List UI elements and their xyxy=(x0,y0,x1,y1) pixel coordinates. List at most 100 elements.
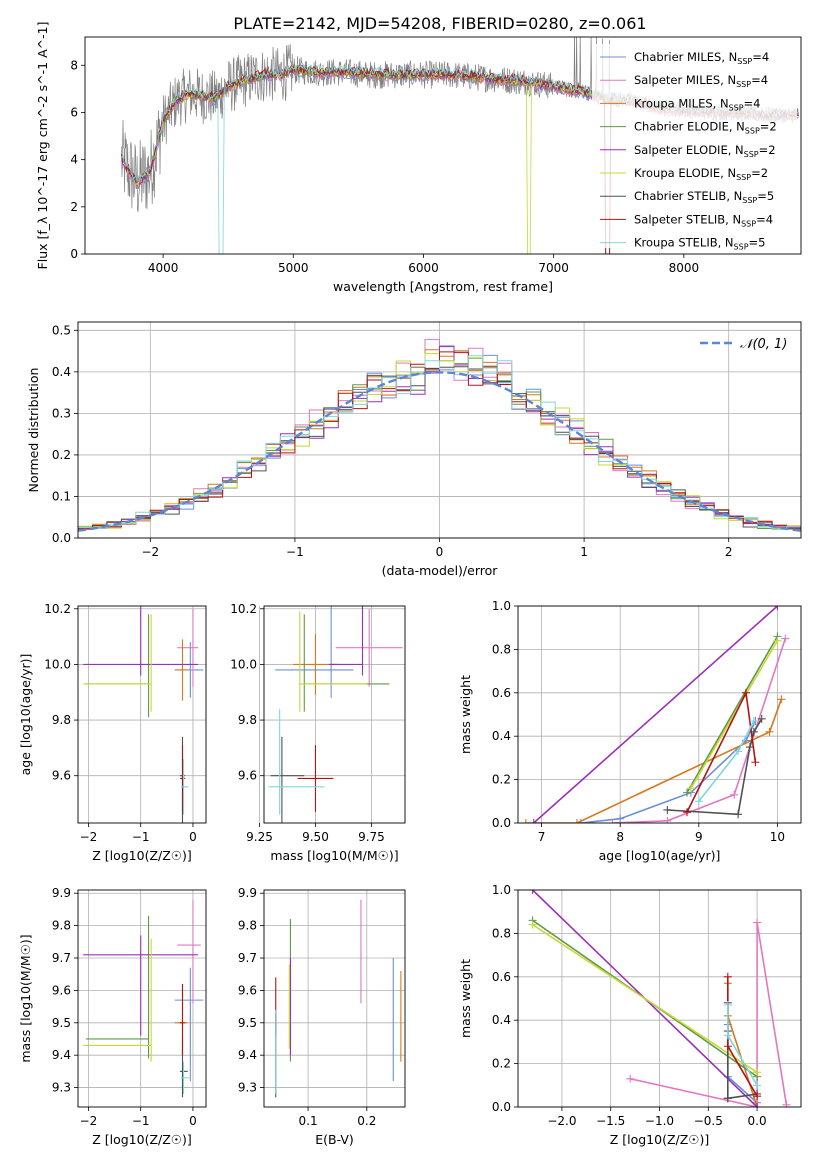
y-tick-label: 9.4 xyxy=(52,1048,71,1062)
mass-weight-marker xyxy=(528,920,537,929)
y-axis-label: Normed distribution xyxy=(26,368,41,493)
mass-weight-marker xyxy=(753,1081,762,1090)
axes-mass-vs-Z: −2 −1 0 9.3 9.4 9.5 9.6 9.7 9.8 9.9 Z [log10(Z/Z☉)… xyxy=(18,886,207,1147)
x-tick-label: −1.5 xyxy=(596,1114,625,1128)
y-tick-label: 10.0 xyxy=(230,657,257,671)
errorbar-point xyxy=(335,608,403,687)
errorbar-point xyxy=(299,611,367,712)
mass-weight-marker xyxy=(781,634,790,643)
errorbar-point xyxy=(275,606,354,698)
y-tick-label: 0.6 xyxy=(492,970,511,984)
figure-title: PLATE=2142, MJD=54208, FIBERID=0280, z=0… xyxy=(233,14,646,33)
legend-entry: Salpeter STELIB, NSSP=4 xyxy=(634,212,773,228)
y-tick-label: 1.0 xyxy=(492,599,511,613)
mass-weight-marker xyxy=(753,918,762,927)
y-tick-label: 0.5 xyxy=(52,323,71,337)
x-tick-label: 9 xyxy=(695,830,703,844)
mass-weight-marker xyxy=(663,816,672,823)
y-tick-label: 9.8 xyxy=(52,919,71,933)
errorbar-point xyxy=(174,967,204,1082)
mass-weight-marker xyxy=(757,714,766,723)
mass-weight-marker xyxy=(608,819,617,823)
plot-area-massweight-vs-age xyxy=(521,606,790,823)
x-axis-label: wavelength [Angstrom, rest frame] xyxy=(333,279,553,294)
mass-weight-marker xyxy=(723,1001,732,1010)
axes-mass-vs-EBV: 0.1 0.2 9.3 9.4 9.5 9.6 9.7 9.8 9.9 E(B-V) xyxy=(238,886,406,1147)
x-tick-label: 0 xyxy=(189,1114,197,1128)
mass-weight-marker xyxy=(773,606,782,610)
x-axis-label: age [log10(age/yr)] xyxy=(599,848,721,863)
y-tick-label: 9.5 xyxy=(52,1016,71,1030)
x-tick-label: 0 xyxy=(189,830,197,844)
y-tick-label: 9.3 xyxy=(238,1081,257,1095)
legend-box xyxy=(592,44,797,248)
x-tick-label: 8 xyxy=(616,830,624,844)
x-tick-label: −2 xyxy=(141,545,159,559)
x-tick-label: 0.0 xyxy=(748,1114,767,1128)
errorbar-point xyxy=(83,938,152,1062)
mass-weight-marker xyxy=(765,727,774,736)
y-axis-label: mass weight xyxy=(458,675,473,754)
errorbar-point xyxy=(180,1061,189,1095)
axes-frame xyxy=(517,605,802,824)
y-tick-label: 1.0 xyxy=(492,883,511,897)
mass-weight-marker xyxy=(723,1042,732,1051)
mass-weight-line-3 xyxy=(525,699,783,823)
x-tick-label: −1.0 xyxy=(645,1114,674,1128)
x-tick-label: 0.2 xyxy=(357,1114,376,1128)
residual-histogram-9 xyxy=(78,355,801,530)
mass-weight-marker xyxy=(753,1092,762,1101)
y-tick-label: 0.4 xyxy=(492,1013,511,1027)
plot-area-age-vs-mass xyxy=(268,606,403,823)
mass-weight-line-6 xyxy=(690,640,779,789)
y-tick-label: 4 xyxy=(70,153,78,167)
x-tick-label: 9.25 xyxy=(246,830,273,844)
legend-entry: Chabrier STELIB, NSSP=5 xyxy=(634,189,774,205)
axes-frame xyxy=(84,36,802,255)
mass-weight-marker xyxy=(730,790,739,799)
mass-weight-marker xyxy=(626,1074,635,1083)
mass-weight-marker xyxy=(751,758,760,767)
mass-weight-marker xyxy=(734,747,743,756)
x-axis-label: mass [log10(M/M☉)] xyxy=(270,848,398,863)
errorbar-point xyxy=(177,899,201,1004)
legend-entry: Chabrier MILES, NSSP=4 xyxy=(634,50,769,66)
errorbar-point xyxy=(268,708,325,815)
y-tick-label: 9.8 xyxy=(238,919,257,933)
x-tick-label: −1 xyxy=(286,545,304,559)
legend-entry: Salpeter ELODIE, NSSP=2 xyxy=(634,143,776,159)
x-tick-label: −1 xyxy=(132,830,150,844)
mass-weight-marker xyxy=(572,819,581,823)
errorbar-point xyxy=(270,736,305,823)
x-tick-label: 4000 xyxy=(148,261,179,275)
y-tick-label: 9.8 xyxy=(238,713,257,727)
axes-massweight-vs-Z: −2.0 −1.5 −1.0 −0.5 0.0 0.0 0.2 0.4 0.6 0.8 1.0 Z [… xyxy=(458,883,802,1147)
axes-frame xyxy=(77,605,207,824)
axes-massweight-vs-age: 7 8 9 10 0.0 0.2 0.4 0.6 0.8 1.0 age [log10(age/yr… xyxy=(458,599,802,863)
mass-weight-marker xyxy=(773,636,782,645)
y-tick-label: 9.3 xyxy=(52,1081,71,1095)
y-tick-label: 0.0 xyxy=(52,531,71,545)
gaussian-curve xyxy=(78,371,801,532)
x-tick-label: 6000 xyxy=(408,261,439,275)
errorbar-point xyxy=(328,606,364,676)
x-tick-label: 9.50 xyxy=(302,830,329,844)
y-axis-label: Flux [f_λ 10^-17 erg cm^-2 s^-1 A^-1] xyxy=(35,22,50,270)
y-tick-label: 0.8 xyxy=(492,642,511,656)
y-tick-label: 8 xyxy=(70,58,78,72)
axes-frame xyxy=(263,889,406,1108)
x-axis-label: (data-model)/error xyxy=(382,563,499,578)
mass-weight-marker xyxy=(694,797,703,806)
y-tick-label: 0.0 xyxy=(492,1100,511,1114)
y-tick-label: 0.2 xyxy=(492,773,511,787)
errorbar-point xyxy=(85,915,150,1059)
mass-weight-marker xyxy=(683,788,692,797)
x-tick-label: −1 xyxy=(132,1114,150,1128)
plot-area-mass-vs-EBV xyxy=(275,899,402,1098)
x-tick-label: 0.1 xyxy=(299,1114,318,1128)
axes-frame xyxy=(77,889,207,1108)
x-tick-label: −0.5 xyxy=(694,1114,723,1128)
y-tick-label: 9.5 xyxy=(238,1016,257,1030)
y-tick-label: 9.7 xyxy=(238,951,257,965)
